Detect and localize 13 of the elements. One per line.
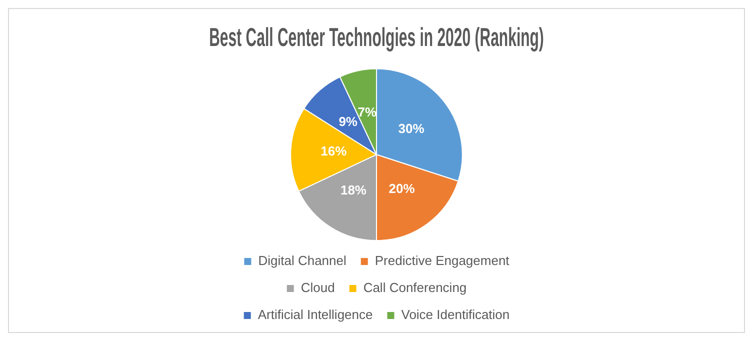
chart-title: Best Call Center Technolgies in 2020 (Ranking) bbox=[209, 24, 544, 52]
data-label: 18% bbox=[340, 182, 367, 198]
legend-label: Call Conferencing bbox=[363, 280, 467, 296]
data-label: 9% bbox=[338, 114, 358, 129]
legend-label: Artificial Intelligence bbox=[258, 307, 373, 322]
data-label: 16% bbox=[320, 143, 348, 158]
legend-label: Voice Identification bbox=[401, 307, 510, 322]
data-label: 20% bbox=[388, 180, 416, 196]
legend-label: Digital Channel bbox=[258, 253, 346, 268]
legend-label: Cloud bbox=[300, 280, 335, 296]
legend-label: Predictive Engagement bbox=[374, 253, 510, 268]
data-label: 30% bbox=[398, 120, 425, 136]
data-label: 7% bbox=[358, 104, 377, 120]
